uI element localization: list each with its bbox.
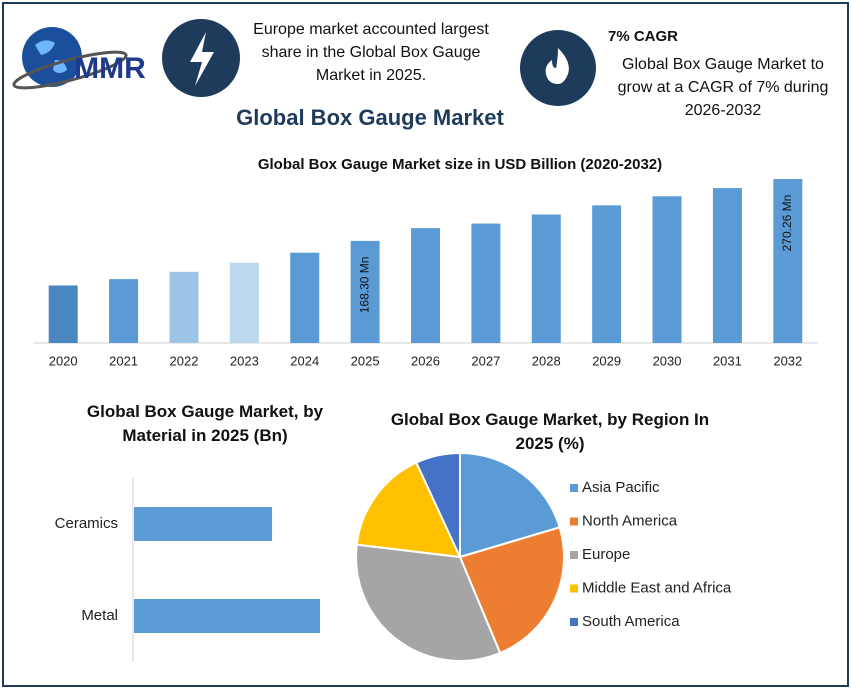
value-label: 270.26 Mn xyxy=(780,195,794,252)
bar xyxy=(712,188,742,343)
x-tick-label: 2026 xyxy=(411,353,440,368)
europe-note: Europe market accounted largest share in… xyxy=(253,21,489,84)
pie-slice xyxy=(355,543,502,662)
cagr-note: Global Box Gauge Market to grow at a CAG… xyxy=(617,56,829,119)
cagr-title: 7% CAGR xyxy=(608,28,678,45)
bar xyxy=(350,240,380,343)
bar xyxy=(592,205,622,343)
bar xyxy=(411,228,440,343)
logo-globe xyxy=(12,27,128,90)
x-tick-label: 2021 xyxy=(109,353,138,368)
x-tick-label: 2020 xyxy=(49,353,78,368)
pie-slice xyxy=(355,461,462,559)
bar xyxy=(471,223,501,343)
y-tick-label: Metal xyxy=(81,607,118,624)
legend-swatch xyxy=(570,584,578,593)
legend-label: Middle East and Africa xyxy=(582,579,732,596)
legend-label: Europe xyxy=(582,546,630,563)
pie-slice xyxy=(414,451,461,558)
x-tick-label: 2025 xyxy=(351,353,380,368)
bar xyxy=(773,179,803,343)
bar xyxy=(290,252,320,343)
chart-title: Global Box Gauge Market, by Material in … xyxy=(86,402,324,445)
bar xyxy=(229,262,259,343)
legend-swatch xyxy=(570,484,578,492)
x-tick-label: 2031 xyxy=(713,353,742,368)
bar xyxy=(531,214,561,343)
bar xyxy=(109,279,139,343)
bar xyxy=(134,599,320,633)
y-tick-label: Ceramics xyxy=(55,515,118,532)
x-tick-label: 2022 xyxy=(170,353,199,368)
legend-swatch xyxy=(570,551,578,559)
x-tick-label: 2028 xyxy=(532,353,561,368)
bar xyxy=(48,285,78,343)
chart-title: Global Box Gauge Market size in USD Bill… xyxy=(257,156,663,173)
pie-slice xyxy=(458,526,565,655)
x-tick-label: 2030 xyxy=(653,353,682,368)
x-tick-label: 2029 xyxy=(592,353,621,368)
legend-swatch xyxy=(570,618,578,626)
x-tick-label: 2027 xyxy=(471,353,500,368)
logo-text: MMR xyxy=(74,52,146,85)
chart-title: Global Box Gauge Market, by Region In 20… xyxy=(390,410,710,453)
bar xyxy=(169,271,199,343)
x-tick-label: 2032 xyxy=(773,353,802,368)
legend-label: Asia Pacific xyxy=(582,479,660,496)
x-tick-label: 2024 xyxy=(290,353,319,368)
bar xyxy=(134,507,273,541)
flame-icon xyxy=(520,30,596,106)
legend-swatch xyxy=(570,517,578,526)
lightning-icon xyxy=(162,19,240,97)
pie-slice xyxy=(459,451,561,559)
bar xyxy=(652,196,682,343)
x-tick-label: 2023 xyxy=(230,353,259,368)
legend-label: South America xyxy=(582,613,680,630)
page-title: Global Box Gauge Market xyxy=(236,105,504,130)
value-label: 168.30 Mn xyxy=(357,257,371,314)
legend-label: North America xyxy=(582,512,678,529)
